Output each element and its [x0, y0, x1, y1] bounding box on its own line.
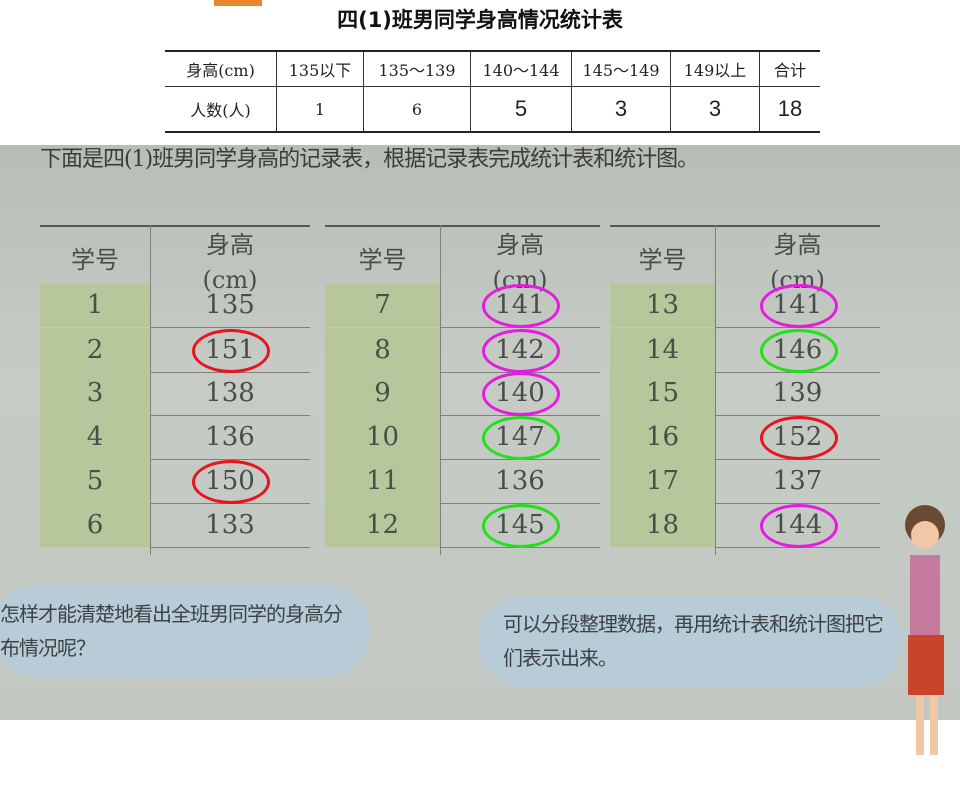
- speech-bubble-right: 可以分段整理数据，再用统计表和统计图把它们表示出来。: [478, 595, 903, 687]
- header-cell: 身高(cm): [165, 50, 277, 87]
- table-rule: [40, 225, 310, 227]
- count-label: 人数(人): [165, 86, 277, 133]
- count-cell: 6: [363, 86, 471, 133]
- row-rule: [715, 415, 880, 416]
- column-divider: [440, 225, 441, 555]
- girl-illustration: [905, 505, 945, 755]
- record-id: 18: [610, 503, 715, 547]
- circle-mark-magenta: [482, 329, 560, 373]
- record-id: 15: [610, 371, 715, 415]
- row-rule: [440, 503, 600, 504]
- summary-table: 身高(cm) 135以下 135～139 140～144 145～149 149…: [165, 50, 820, 133]
- textbook-photo: 下面是四(1)班男同学身高的记录表，根据记录表完成统计表和统计图。 怎样才能清楚…: [0, 145, 960, 755]
- circle-mark-green: [482, 416, 560, 460]
- page-title: 四(1)班男同学身高情况统计表: [337, 8, 623, 32]
- count-cell-answer: 3: [571, 86, 671, 133]
- count-cell-answer: 18: [759, 86, 820, 133]
- row-rule: [715, 503, 880, 504]
- speech-bubble-left: 怎样才能清楚地看出全班男同学的身高分布情况呢？: [0, 585, 370, 677]
- circle-mark-red: [192, 329, 270, 373]
- summary-header-row: 身高(cm) 135以下 135～139 140～144 145～149 149…: [165, 50, 820, 87]
- record-id: 7: [325, 283, 440, 327]
- header-cell: 135以下: [276, 50, 364, 87]
- record-id: 9: [325, 371, 440, 415]
- column-header-id: 学号: [71, 246, 119, 274]
- table-rule: [610, 225, 880, 227]
- column-divider: [715, 225, 716, 555]
- circle-mark-red: [759, 416, 838, 460]
- circle-mark-red: [192, 460, 270, 504]
- record-id: 2: [40, 328, 150, 372]
- circle-mark-magenta: [482, 284, 560, 328]
- bubble-right-text: 可以分段整理数据，再用统计表和统计图把它们表示出来。: [503, 612, 884, 670]
- circle-mark-green: [482, 504, 560, 548]
- count-cell-answer: 5: [470, 86, 572, 133]
- circle-mark-magenta: [759, 504, 838, 548]
- header-cell: 140～144: [470, 50, 572, 87]
- row-rule: [150, 547, 310, 548]
- record-height: 137: [772, 466, 823, 496]
- circle-mark-magenta: [759, 284, 838, 328]
- intro-text: 下面是四(1)班男同学身高的记录表，根据记录表完成统计表和统计图。: [40, 147, 699, 172]
- record-id: 12: [325, 503, 440, 547]
- column-header-height: 身高: [206, 231, 254, 259]
- record-id: 10: [325, 415, 440, 459]
- column-header-id: 学号: [638, 246, 687, 274]
- record-id: 13: [610, 283, 715, 327]
- record-id: 1: [40, 283, 150, 327]
- record-height: 139: [772, 378, 823, 408]
- column-header-id: 学号: [358, 246, 407, 274]
- record-id: 17: [610, 459, 715, 503]
- header-cell: 145～149: [571, 50, 671, 87]
- record-id: 8: [325, 328, 440, 372]
- record-id: 11: [325, 459, 440, 503]
- record-id: 14: [610, 328, 715, 372]
- circle-mark-magenta: [482, 372, 560, 416]
- header-cell: 135～139: [363, 50, 471, 87]
- record-id: 16: [610, 415, 715, 459]
- count-cell: 1: [276, 86, 364, 133]
- record-id: 4: [40, 415, 150, 459]
- column-divider: [150, 225, 151, 555]
- column-header-height: 身高: [496, 231, 544, 259]
- header-cell: 合计: [759, 50, 820, 87]
- column-header-height: 身高: [773, 231, 822, 259]
- summary-count-row: 人数(人) 1 6 5 3 3 18: [165, 86, 820, 133]
- circle-mark-green: [759, 329, 838, 373]
- table-rule: [325, 225, 600, 227]
- orange-bar: [214, 0, 262, 6]
- column-header-unit: (cm): [202, 266, 258, 294]
- row-rule: [150, 415, 310, 416]
- header-cell: 149以上: [670, 50, 760, 87]
- record-id: 6: [40, 503, 150, 547]
- row-rule: [150, 327, 310, 328]
- record-id: 3: [40, 371, 150, 415]
- count-cell-answer: 3: [670, 86, 760, 133]
- row-rule: [150, 459, 310, 460]
- record-height: 135: [205, 290, 255, 320]
- record-height: 136: [495, 466, 545, 496]
- record-height: 138: [205, 378, 255, 408]
- record-height: 136: [205, 422, 255, 452]
- record-height: 133: [205, 510, 255, 540]
- record-id: 5: [40, 459, 150, 503]
- bubble-left-text: 怎样才能清楚地看出全班男同学的身高分布情况呢？: [0, 602, 343, 660]
